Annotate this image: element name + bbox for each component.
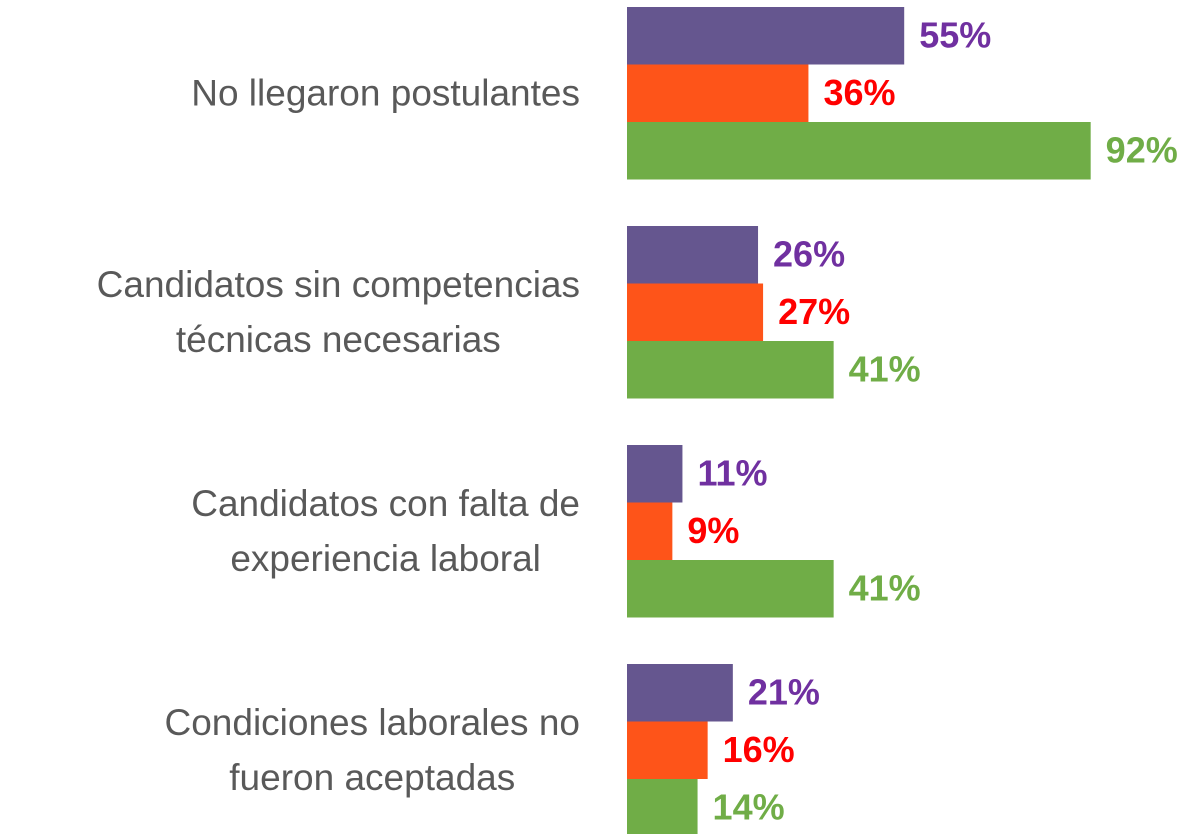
bar (627, 779, 698, 834)
category-text: Candidatos sin competencias técnicas nec… (96, 264, 580, 361)
value-label: 26% (773, 233, 845, 274)
value-label: 21% (748, 671, 820, 712)
value-label: 27% (778, 291, 850, 332)
bar (627, 560, 834, 618)
category-text: Condiciones laborales no fueron aceptada… (164, 702, 581, 799)
category-label: No llegaron postulantes (191, 66, 580, 121)
value-label: 92% (1106, 129, 1178, 170)
category-label: Candidatos con falta de experiencia labo… (191, 476, 580, 586)
bar (627, 7, 905, 65)
value-label: 41% (849, 348, 921, 389)
value-label: 41% (849, 567, 921, 608)
category-text: Candidatos con falta de experiencia labo… (191, 483, 580, 580)
bar (627, 64, 809, 122)
value-label: 55% (919, 14, 991, 55)
value-label: 36% (823, 72, 895, 113)
value-label: 11% (697, 452, 767, 493)
bar (627, 721, 708, 779)
bar (627, 283, 764, 341)
value-label: 9% (687, 510, 739, 551)
category-label: Condiciones laborales no fueron aceptada… (165, 695, 581, 805)
bar (627, 226, 759, 284)
category-text: No llegaron postulantes (191, 72, 580, 114)
bar (627, 122, 1091, 180)
bar (627, 664, 733, 722)
bar (627, 341, 834, 399)
bar (627, 502, 673, 560)
value-label: 16% (723, 729, 795, 770)
bar (627, 445, 683, 503)
value-label: 14% (713, 786, 785, 827)
category-label: Candidatos sin competencias técnicas nec… (97, 257, 580, 367)
